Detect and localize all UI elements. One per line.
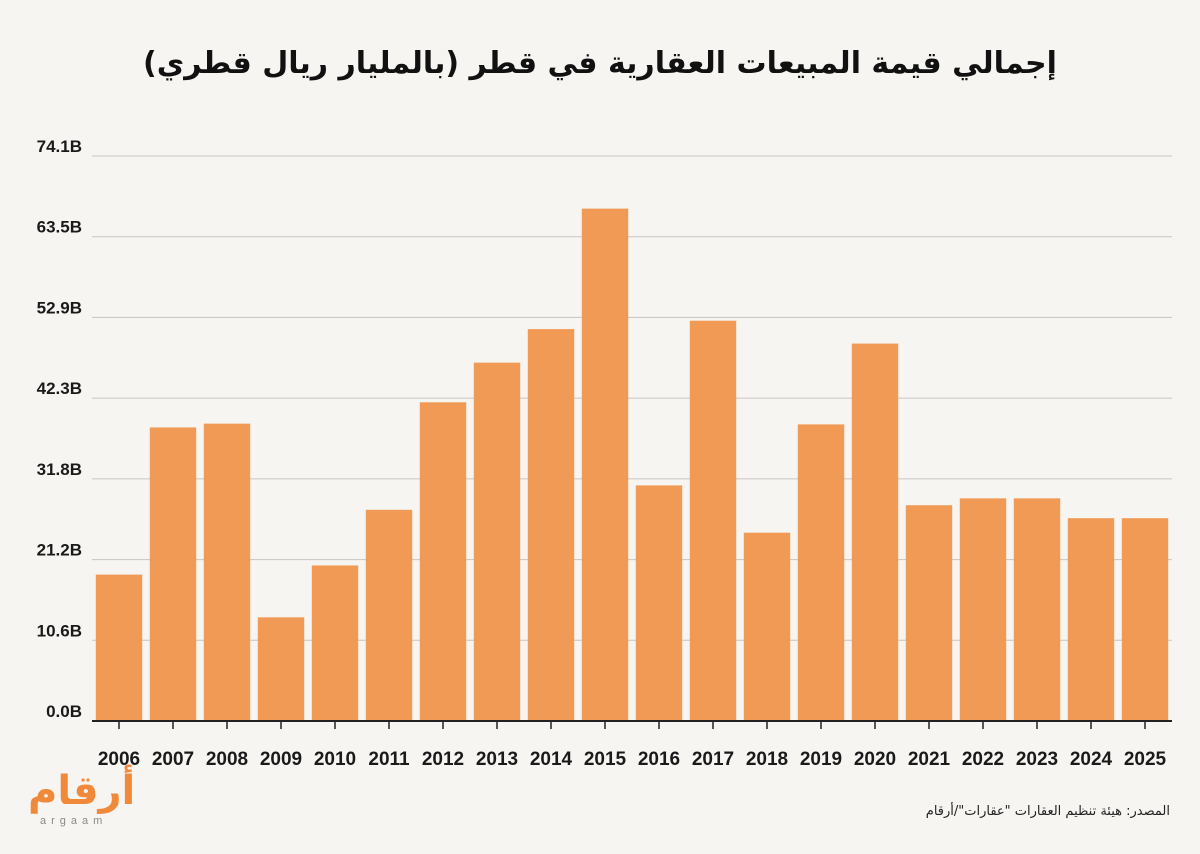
y-tick-label: 0.0B	[46, 702, 82, 721]
bar	[473, 362, 521, 721]
bar	[581, 208, 629, 722]
x-tick-label: 2021	[908, 749, 951, 770]
x-tick-label: 2012	[422, 749, 464, 770]
x-tick-label: 2018	[746, 749, 788, 770]
bar	[797, 424, 845, 721]
y-tick-label: 42.3B	[37, 379, 82, 398]
x-tick-label: 2014	[530, 749, 573, 770]
bar	[311, 565, 359, 721]
bar	[689, 320, 737, 721]
logo-arabic-text: أرقام	[28, 768, 136, 814]
gridlines	[92, 155, 1172, 641]
bar	[95, 574, 143, 721]
bar	[527, 329, 575, 721]
y-tick-label: 31.8B	[37, 460, 82, 479]
x-tick-label: 2010	[314, 749, 356, 770]
x-tick-label: 2008	[206, 749, 248, 770]
x-tick-label: 2013	[476, 749, 518, 770]
x-tick-label: 2011	[368, 749, 410, 770]
argaam-logo: أرقام argaam	[28, 768, 178, 832]
bar	[203, 423, 251, 721]
x-tick-label: 2016	[638, 749, 680, 770]
chart-title: إجمالي قيمة المبيعات العقارية في قطر (با…	[143, 46, 1057, 81]
bar	[1067, 518, 1115, 721]
y-tick-label: 52.9B	[37, 298, 82, 317]
bar	[635, 485, 683, 721]
x-tick-label: 2023	[1016, 749, 1058, 770]
x-tick-label: 2020	[854, 749, 896, 770]
x-tick-label: 2007	[152, 749, 194, 770]
bars	[95, 208, 1169, 722]
bar	[851, 343, 899, 721]
bar	[1121, 518, 1169, 721]
bar	[149, 427, 197, 721]
bar	[365, 509, 413, 721]
x-tick-label: 2022	[962, 749, 1004, 770]
y-tick-label: 74.1B	[37, 137, 82, 156]
bar	[419, 402, 467, 721]
x-tick-label: 2006	[98, 749, 140, 770]
x-tick-label: 2017	[692, 749, 734, 770]
x-tick-label: 2019	[800, 749, 842, 770]
x-tick-label: 2009	[260, 749, 302, 770]
source-note: المصدر: هيئة تنظيم العقارات "عقارات"/أرق…	[925, 804, 1170, 819]
logo-latin-text: argaam	[40, 815, 108, 827]
y-tick-label: 63.5B	[37, 218, 82, 237]
bar	[905, 505, 953, 721]
y-tick-label: 10.6B	[37, 621, 82, 640]
bar	[257, 617, 305, 721]
axes	[92, 720, 1172, 729]
x-tick-label: 2015	[584, 749, 627, 770]
tick-labels: 0.0B 10.6B 21.2B 31.8B 42.3B 52.9B 63.5B 74.1B 2…	[37, 137, 1167, 770]
y-tick-label: 21.2B	[37, 541, 82, 560]
x-tick-label: 2025	[1124, 749, 1167, 770]
bar	[1013, 498, 1061, 721]
x-tick-label: 2024	[1070, 749, 1113, 770]
bar	[959, 498, 1007, 721]
bar	[743, 532, 791, 721]
